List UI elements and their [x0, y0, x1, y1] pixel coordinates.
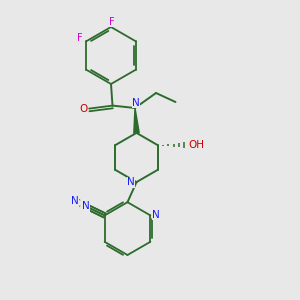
- Text: OH: OH: [189, 140, 205, 150]
- Text: N: N: [82, 201, 89, 212]
- Text: F: F: [77, 33, 82, 43]
- Text: O: O: [80, 103, 88, 114]
- Text: N: N: [71, 196, 79, 206]
- Text: C: C: [74, 199, 81, 209]
- Text: N: N: [152, 210, 160, 220]
- Text: F: F: [109, 16, 114, 27]
- Polygon shape: [134, 108, 139, 133]
- Text: N: N: [132, 98, 140, 108]
- Text: N: N: [127, 177, 135, 187]
